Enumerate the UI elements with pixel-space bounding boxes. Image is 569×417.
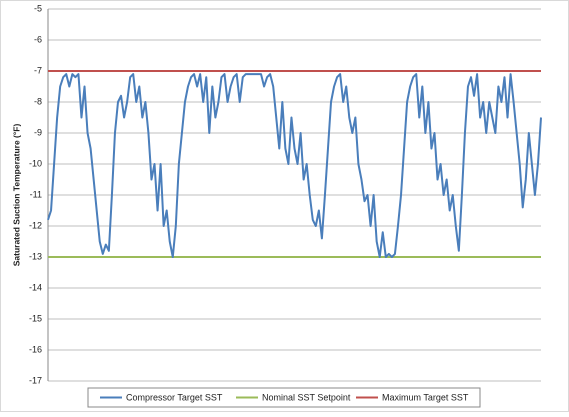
y-tick-label: -12 <box>29 220 42 230</box>
legend-label: Compressor Target SST <box>126 392 223 402</box>
legend-box <box>87 387 481 408</box>
y-tick-label: -5 <box>34 3 42 13</box>
y-tick-label: -6 <box>34 34 42 44</box>
y-tick-label: -15 <box>29 313 42 323</box>
y-tick-label: -14 <box>29 282 42 292</box>
y-tick-label: -9 <box>34 127 42 137</box>
y-tick-label: -11 <box>30 189 42 199</box>
y-tick-label: -13 <box>29 251 42 261</box>
y-tick-label: -7 <box>34 65 42 75</box>
legend-label: Nominal SST Setpoint <box>262 392 351 402</box>
y-axis-label: Saturated Suction Temperature (°F) <box>11 124 21 267</box>
legend-label: Maximum Target SST <box>382 392 469 402</box>
y-tick-label: -10 <box>29 158 42 168</box>
series-line <box>47 73 542 258</box>
y-tick-label: -16 <box>29 344 42 354</box>
y-tick-label: -17 <box>29 375 42 385</box>
y-tick-label: -8 <box>34 96 42 106</box>
